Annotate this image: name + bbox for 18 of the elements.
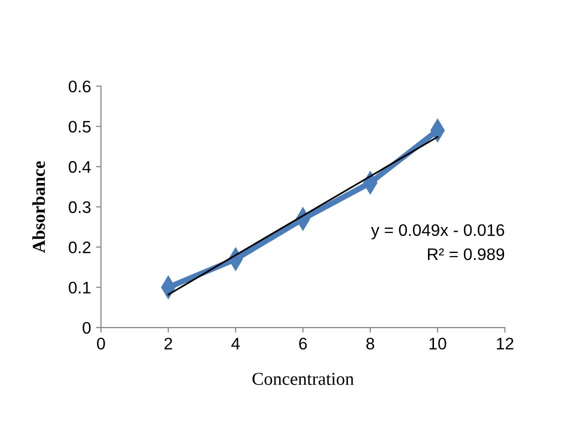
x-axis-title: Concentration — [252, 372, 354, 385]
x-tick-label: 4 — [231, 338, 240, 350]
y-axis-title: Absorbance — [32, 161, 45, 253]
x-tick-label: 12 — [496, 338, 514, 350]
x-tick-label: 6 — [299, 338, 307, 350]
x-tick-label: 8 — [366, 338, 374, 350]
y-tick-label: 0.6 — [68, 80, 91, 92]
x-tick-label: 0 — [96, 338, 105, 350]
y-tick-label: 0.4 — [68, 161, 91, 173]
y-tick-label: 0.2 — [68, 242, 90, 254]
y-tick-label: 0 — [82, 322, 91, 334]
y-tick-label: 0.1 — [68, 282, 90, 294]
y-tick-label: 0.3 — [68, 201, 91, 214]
y-tick-label: 0.5 — [68, 120, 91, 133]
annotation: R² = 0.989 — [428, 248, 504, 260]
annotation: y = 0.049x - 0.016 — [371, 224, 504, 240]
x-tick-label: 10 — [430, 338, 446, 350]
x-tick-label: 2 — [164, 338, 172, 350]
